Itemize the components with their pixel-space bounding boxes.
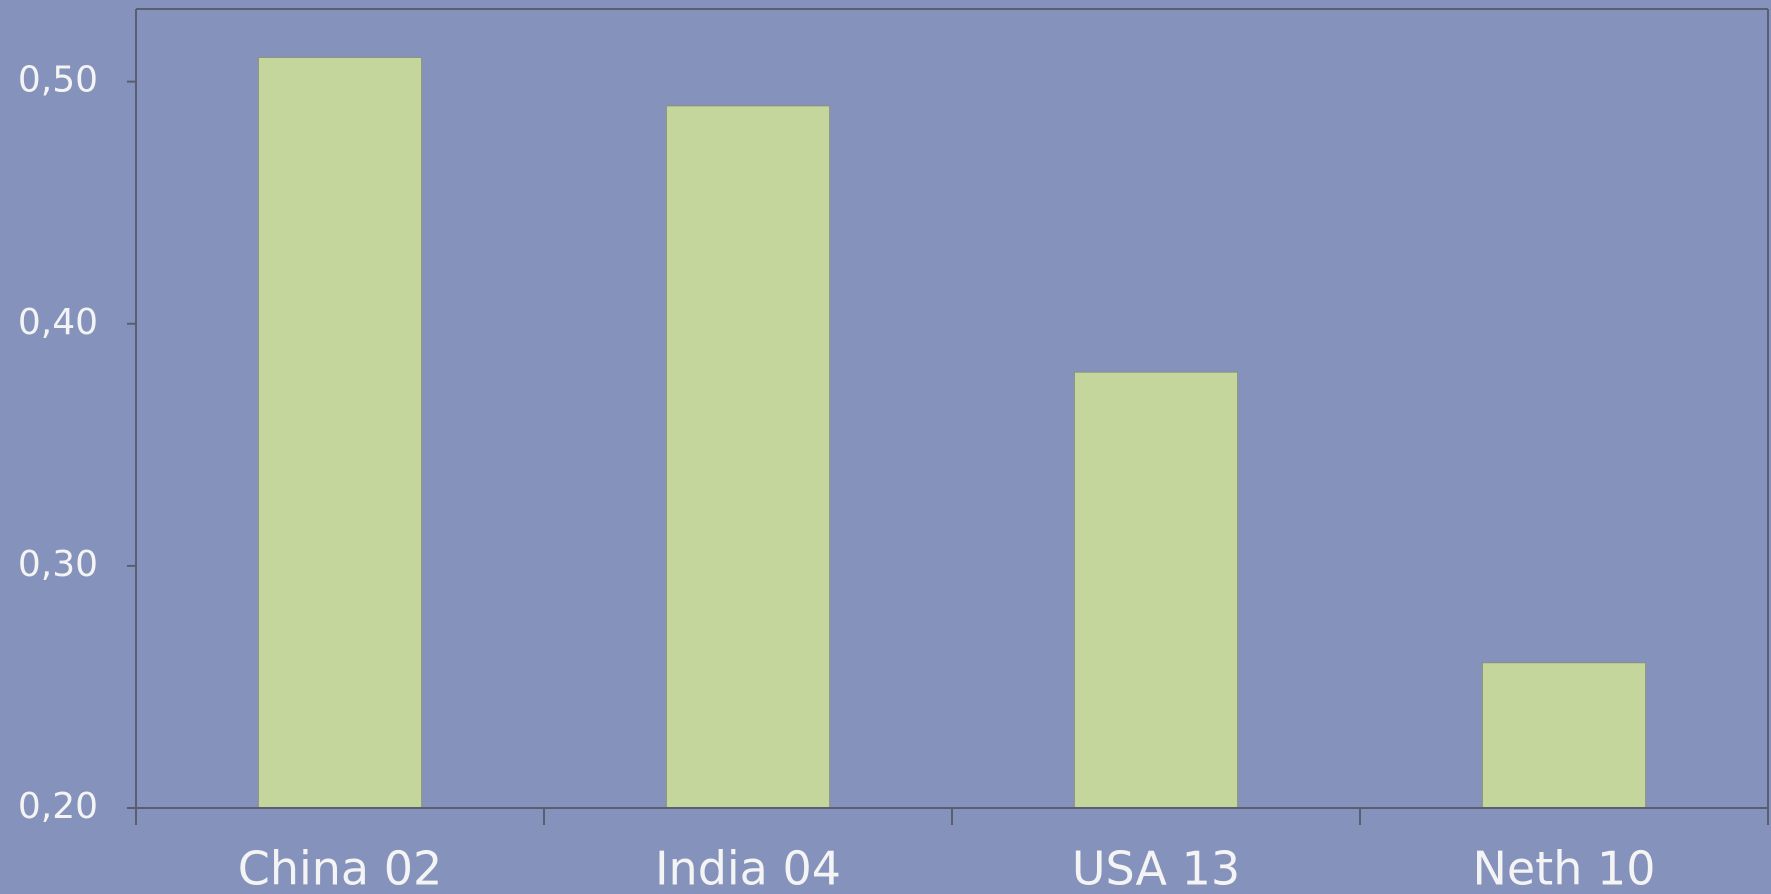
x-tick-label: China 02 — [238, 842, 443, 894]
x-tick-label: India 04 — [655, 842, 841, 894]
x-tick-label: Neth 10 — [1472, 842, 1655, 894]
x-tick-label: USA 13 — [1072, 842, 1240, 894]
bar — [665, 105, 831, 809]
bar — [1481, 662, 1647, 809]
y-tick-label: 0,40 — [18, 302, 98, 343]
y-tick-label: 0,30 — [18, 544, 98, 585]
y-tick-label: 0,20 — [18, 786, 98, 827]
bar — [257, 56, 423, 809]
y-tick-label: 0,50 — [18, 60, 98, 101]
bar — [1073, 371, 1239, 809]
